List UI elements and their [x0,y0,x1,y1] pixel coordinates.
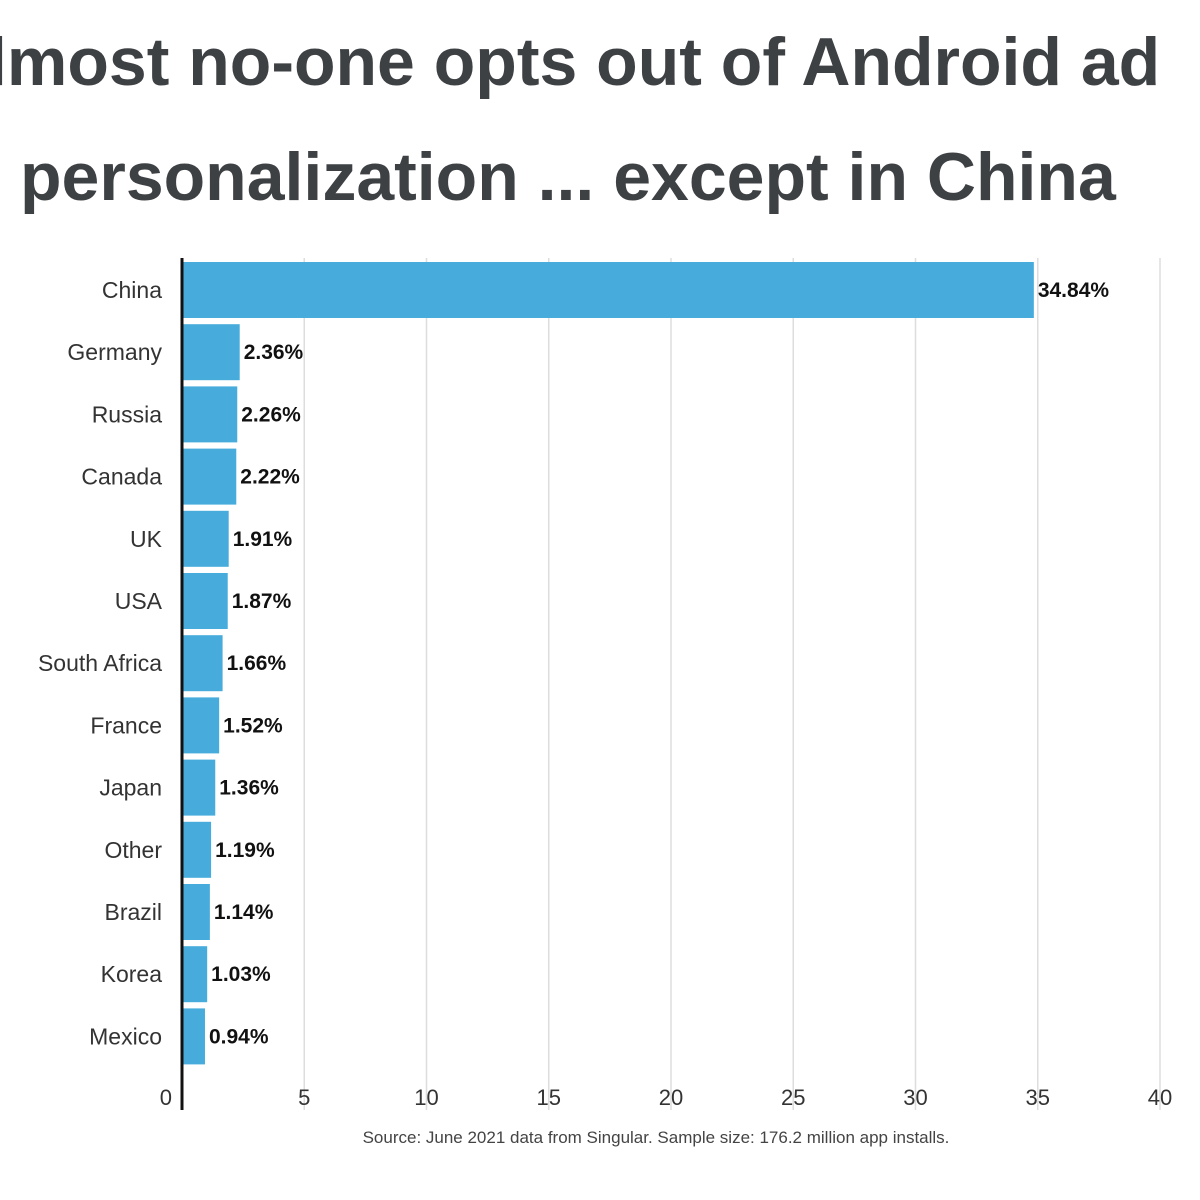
category-label-usa: USA [115,588,163,614]
bar-other [182,821,212,878]
bar-france [182,697,220,754]
category-label-china: China [102,277,162,303]
category-label-brazil: Brazil [104,899,162,925]
x-tick-label-15: 15 [537,1085,561,1110]
bar-korea [182,946,208,1003]
bar-mexico [182,1008,205,1065]
category-label-france: France [90,712,162,738]
value-label-germany: 2.36% [244,341,304,364]
value-label-france: 1.52% [223,714,283,737]
bars [182,262,1034,1065]
value-label-brazil: 1.14% [214,901,274,924]
chart-title-line-2: personalization ... except in China [20,139,1116,215]
x-tick-label-25: 25 [781,1085,805,1110]
category-label-uk: UK [130,526,163,552]
x-tick-label-5: 5 [298,1085,310,1110]
category-label-korea: Korea [101,961,163,987]
bar-germany [182,324,240,381]
value-label-japan: 1.36% [219,777,279,800]
bar-brazil [182,884,210,940]
value-labels: 34.84% 2.36% 2.26% 2.22% 1.91% 1.87% 1.66% 1.52… [209,279,1109,1048]
value-label-south-africa: 1.66% [227,652,287,675]
x-tick-label-40: 40 [1148,1085,1172,1110]
value-label-canada: 2.22% [240,466,300,489]
x-axis-ticks: 0 5 10 15 20 25 30 35 40 [160,1085,1172,1110]
x-tick-label-10: 10 [414,1085,438,1110]
value-label-mexico: 0.94% [209,1025,269,1048]
category-label-germany: Germany [67,339,162,365]
value-label-usa: 1.87% [232,590,292,613]
bar-uk [182,510,229,567]
value-label-uk: 1.91% [233,528,293,551]
category-label-south-africa: South Africa [38,650,162,676]
bar-china [182,262,1034,318]
x-tick-label-0: 0 [160,1085,172,1110]
bar-canada [182,448,237,505]
category-label-japan: Japan [99,775,162,801]
value-label-other: 1.19% [215,839,275,862]
category-label-canada: Canada [81,464,162,490]
category-label-mexico: Mexico [89,1023,162,1049]
category-labels: China Germany Russia Canada UK USA South Afric… [38,277,163,1049]
bar-japan [182,759,216,816]
x-tick-label-35: 35 [1026,1085,1050,1110]
source-note: Source: June 2021 data from Singular. Sa… [362,1128,950,1147]
grid-lines [303,258,1161,1110]
bar-russia [182,386,238,443]
chart-title-line-1: lmost no-one opts out of Android ad [0,24,1161,100]
x-tick-label-20: 20 [659,1085,683,1110]
category-label-russia: Russia [92,401,163,427]
bar-south-africa [182,635,223,692]
value-label-korea: 1.03% [211,963,271,986]
category-label-other: Other [104,837,162,863]
bar-usa [182,573,228,629]
value-label-russia: 2.26% [241,403,301,426]
value-label-china: 34.84% [1038,279,1110,302]
x-tick-label-30: 30 [903,1085,927,1110]
